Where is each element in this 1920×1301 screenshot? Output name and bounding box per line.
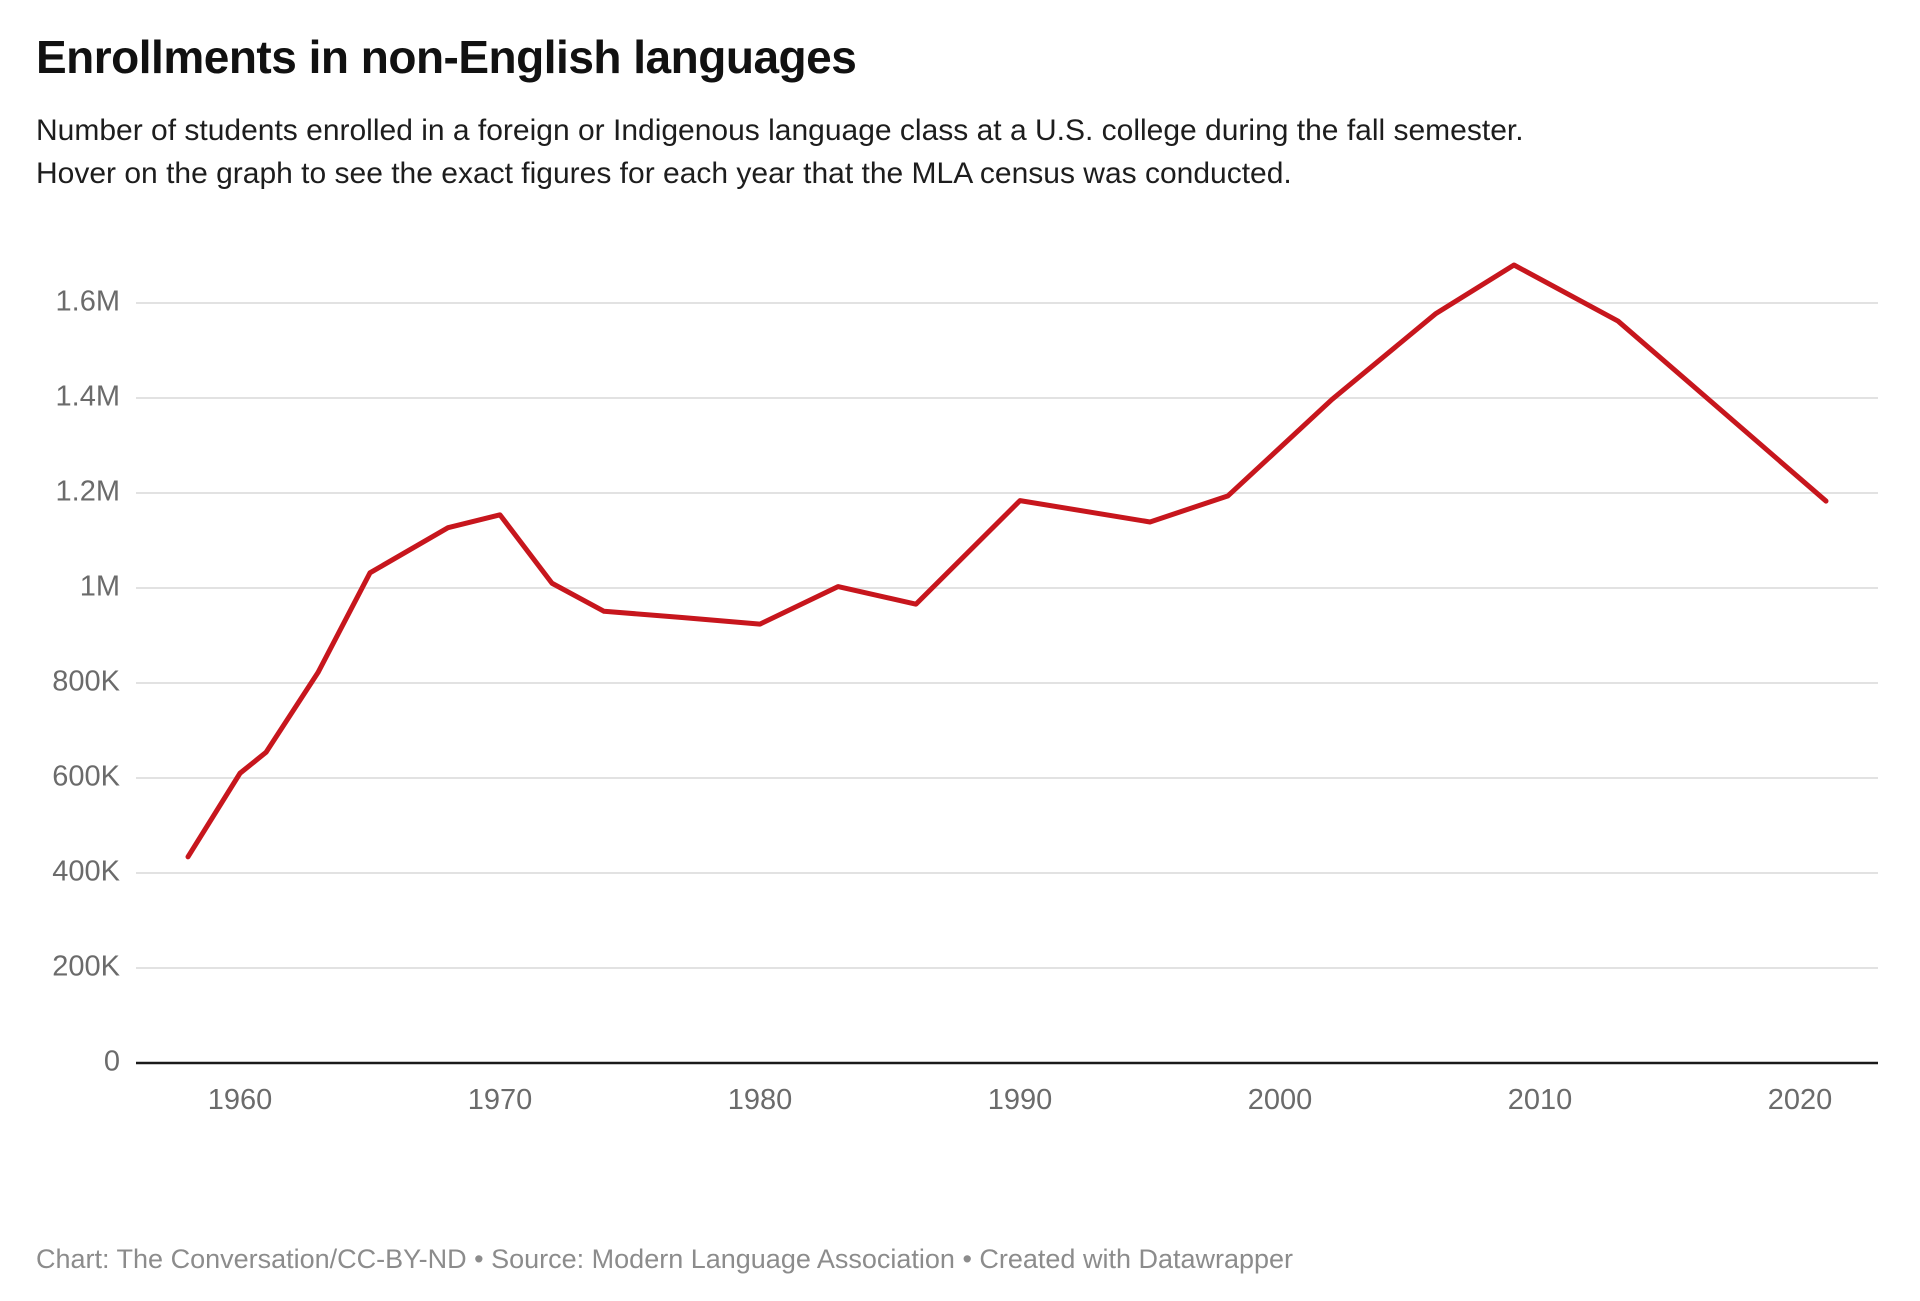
x-tick-label: 2020	[1768, 1084, 1833, 1116]
x-tick-label: 1980	[728, 1084, 793, 1116]
enrollment-line[interactable]	[185, 262, 1829, 860]
chart-title: Enrollments in non-English languages	[36, 31, 857, 83]
y-tick-label: 200K	[52, 951, 120, 983]
y-tick-label: 1M	[80, 571, 120, 603]
chart-area: 0 200K 400K 600K 800K 1M 1.2M 1.4M 1.6M 1960 1970 1…	[36, 223, 1884, 1244]
x-tick-label: 1970	[468, 1084, 533, 1116]
y-tick-label: 1.6M	[56, 286, 120, 318]
y-tick-label: 400K	[52, 856, 120, 888]
chart-description: Number of students enrolled in a foreign…	[36, 114, 1524, 190]
x-tick-label: 2010	[1508, 1084, 1573, 1116]
x-tick-label: 2000	[1248, 1084, 1313, 1116]
x-tick-label: 1960	[208, 1084, 273, 1116]
y-tick-label: 800K	[52, 666, 120, 698]
y-tick-label: 1.2M	[56, 476, 120, 508]
y-tick-label: 600K	[52, 761, 120, 793]
line-chart[interactable]: 0 200K 400K 600K 800K 1M 1.2M 1.4M 1.6M 1960 1970 1…	[36, 223, 1884, 1143]
y-tick-label: 1.4M	[56, 381, 120, 413]
y-tick-label: 0	[104, 1046, 120, 1078]
chart-footer: Chart: The Conversation/CC-BY-ND • Sourc…	[36, 1244, 1294, 1274]
x-tick-label: 1990	[988, 1084, 1053, 1116]
